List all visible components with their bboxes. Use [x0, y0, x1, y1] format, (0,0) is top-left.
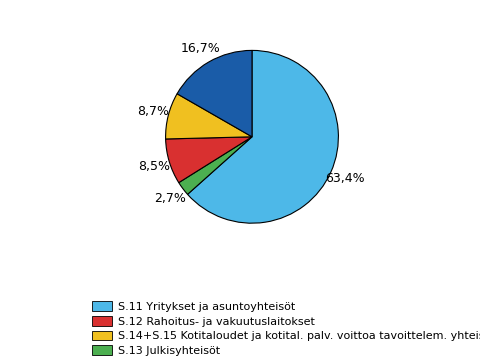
Text: 16,7%: 16,7% — [181, 42, 221, 55]
Wedge shape — [179, 137, 252, 194]
Wedge shape — [166, 137, 252, 183]
Text: 8,7%: 8,7% — [137, 105, 169, 118]
Wedge shape — [188, 50, 338, 223]
Wedge shape — [166, 94, 252, 139]
Text: 8,5%: 8,5% — [138, 160, 170, 173]
Wedge shape — [177, 50, 252, 137]
Text: 63,4%: 63,4% — [325, 172, 365, 185]
Text: 2,7%: 2,7% — [155, 192, 186, 204]
Legend: S.11 Yritykset ja asuntoyhteisöt, S.12 Rahoitus- ja vakuutuslaitokset, S.14+S.15: S.11 Yritykset ja asuntoyhteisöt, S.12 R… — [89, 298, 480, 360]
